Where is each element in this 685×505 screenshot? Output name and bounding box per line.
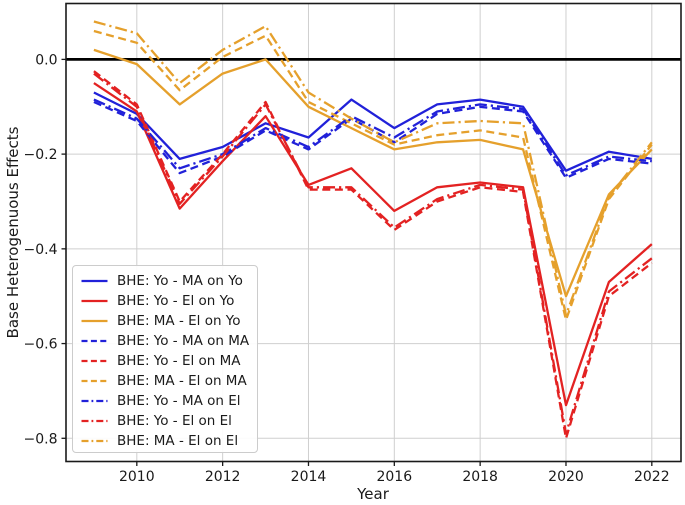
plot-border bbox=[65, 2, 682, 463]
x-tick-label: 2012 bbox=[205, 469, 241, 485]
legend-item: BHE: Yo - MA on Yo bbox=[81, 271, 251, 291]
legend-label: BHE: Yo - MA on Yo bbox=[117, 273, 243, 289]
x-tick-label: 2018 bbox=[462, 469, 498, 485]
legend-line-sample bbox=[81, 379, 108, 383]
series-line-0 bbox=[93, 91, 652, 172]
y-tick-label: −0.4 bbox=[24, 242, 58, 258]
legend-line-sample bbox=[81, 339, 108, 343]
series-line-8 bbox=[93, 20, 653, 317]
x-tick-label: 2020 bbox=[548, 469, 584, 485]
legend-item: BHE: MA - El on El bbox=[81, 431, 251, 451]
legend-item: BHE: MA - El on Yo bbox=[81, 311, 251, 331]
legend-label: BHE: Yo - MA on MA bbox=[117, 333, 250, 349]
x-tick-label: 2014 bbox=[291, 469, 327, 485]
legend-label: BHE: Yo - El on El bbox=[117, 413, 232, 429]
series-line-6 bbox=[93, 98, 652, 177]
legend-item: BHE: Yo - El on Yo bbox=[81, 291, 251, 311]
y-axis-label: Base Heterogenuous Effects bbox=[4, 126, 22, 338]
legend-item: BHE: Yo - El on MA bbox=[81, 351, 251, 371]
series-line-2 bbox=[93, 48, 653, 298]
legend-line-sample bbox=[81, 359, 108, 363]
legend-label: BHE: Yo - El on Yo bbox=[117, 293, 235, 309]
legend-item: BHE: MA - El on MA bbox=[81, 371, 251, 391]
legend-item: BHE: Yo - MA on El bbox=[81, 391, 251, 411]
legend-label: BHE: MA - El on Yo bbox=[117, 313, 241, 329]
series-lines bbox=[93, 20, 653, 440]
x-axis-label: Year bbox=[356, 485, 390, 503]
legend-line-sample bbox=[81, 319, 108, 323]
series-line-1 bbox=[93, 82, 653, 407]
legend-label: BHE: Yo - MA on El bbox=[117, 393, 241, 409]
legend: BHE: Yo - MA on Yo BHE: Yo - El on Yo BHE:… bbox=[72, 265, 258, 453]
legend-label: BHE: Yo - El on MA bbox=[117, 353, 241, 369]
series-line-7 bbox=[93, 72, 653, 435]
y-tick-label: −0.2 bbox=[24, 147, 58, 163]
legend-line-sample bbox=[81, 399, 108, 403]
y-tick-label: −0.6 bbox=[24, 337, 58, 353]
x-tick-label: 2010 bbox=[119, 469, 155, 485]
axis-ticks: 2010 2012 2014 2016 2018 2020 2022 0.0 −0.2 −0.4 −… bbox=[24, 52, 670, 485]
legend-line-sample bbox=[81, 419, 108, 423]
y-tick-label: −0.8 bbox=[24, 431, 58, 447]
legend-label: BHE: MA - El on MA bbox=[117, 373, 247, 389]
series-line-5 bbox=[93, 29, 653, 322]
legend-line-sample bbox=[81, 299, 108, 303]
axes-spines bbox=[65, 2, 682, 463]
y-tick-label: 0.0 bbox=[35, 52, 57, 68]
series-line-3 bbox=[93, 100, 652, 179]
legend-item: BHE: Yo - MA on MA bbox=[81, 331, 251, 351]
legend-label: BHE: MA - El on El bbox=[117, 433, 239, 449]
legend-line-sample bbox=[81, 279, 108, 283]
x-tick-label: 2022 bbox=[634, 469, 670, 485]
legend-item: BHE: Yo - El on El bbox=[81, 411, 251, 431]
legend-line-sample bbox=[81, 439, 108, 443]
x-tick-label: 2016 bbox=[376, 469, 412, 485]
series-line-4 bbox=[93, 70, 653, 440]
